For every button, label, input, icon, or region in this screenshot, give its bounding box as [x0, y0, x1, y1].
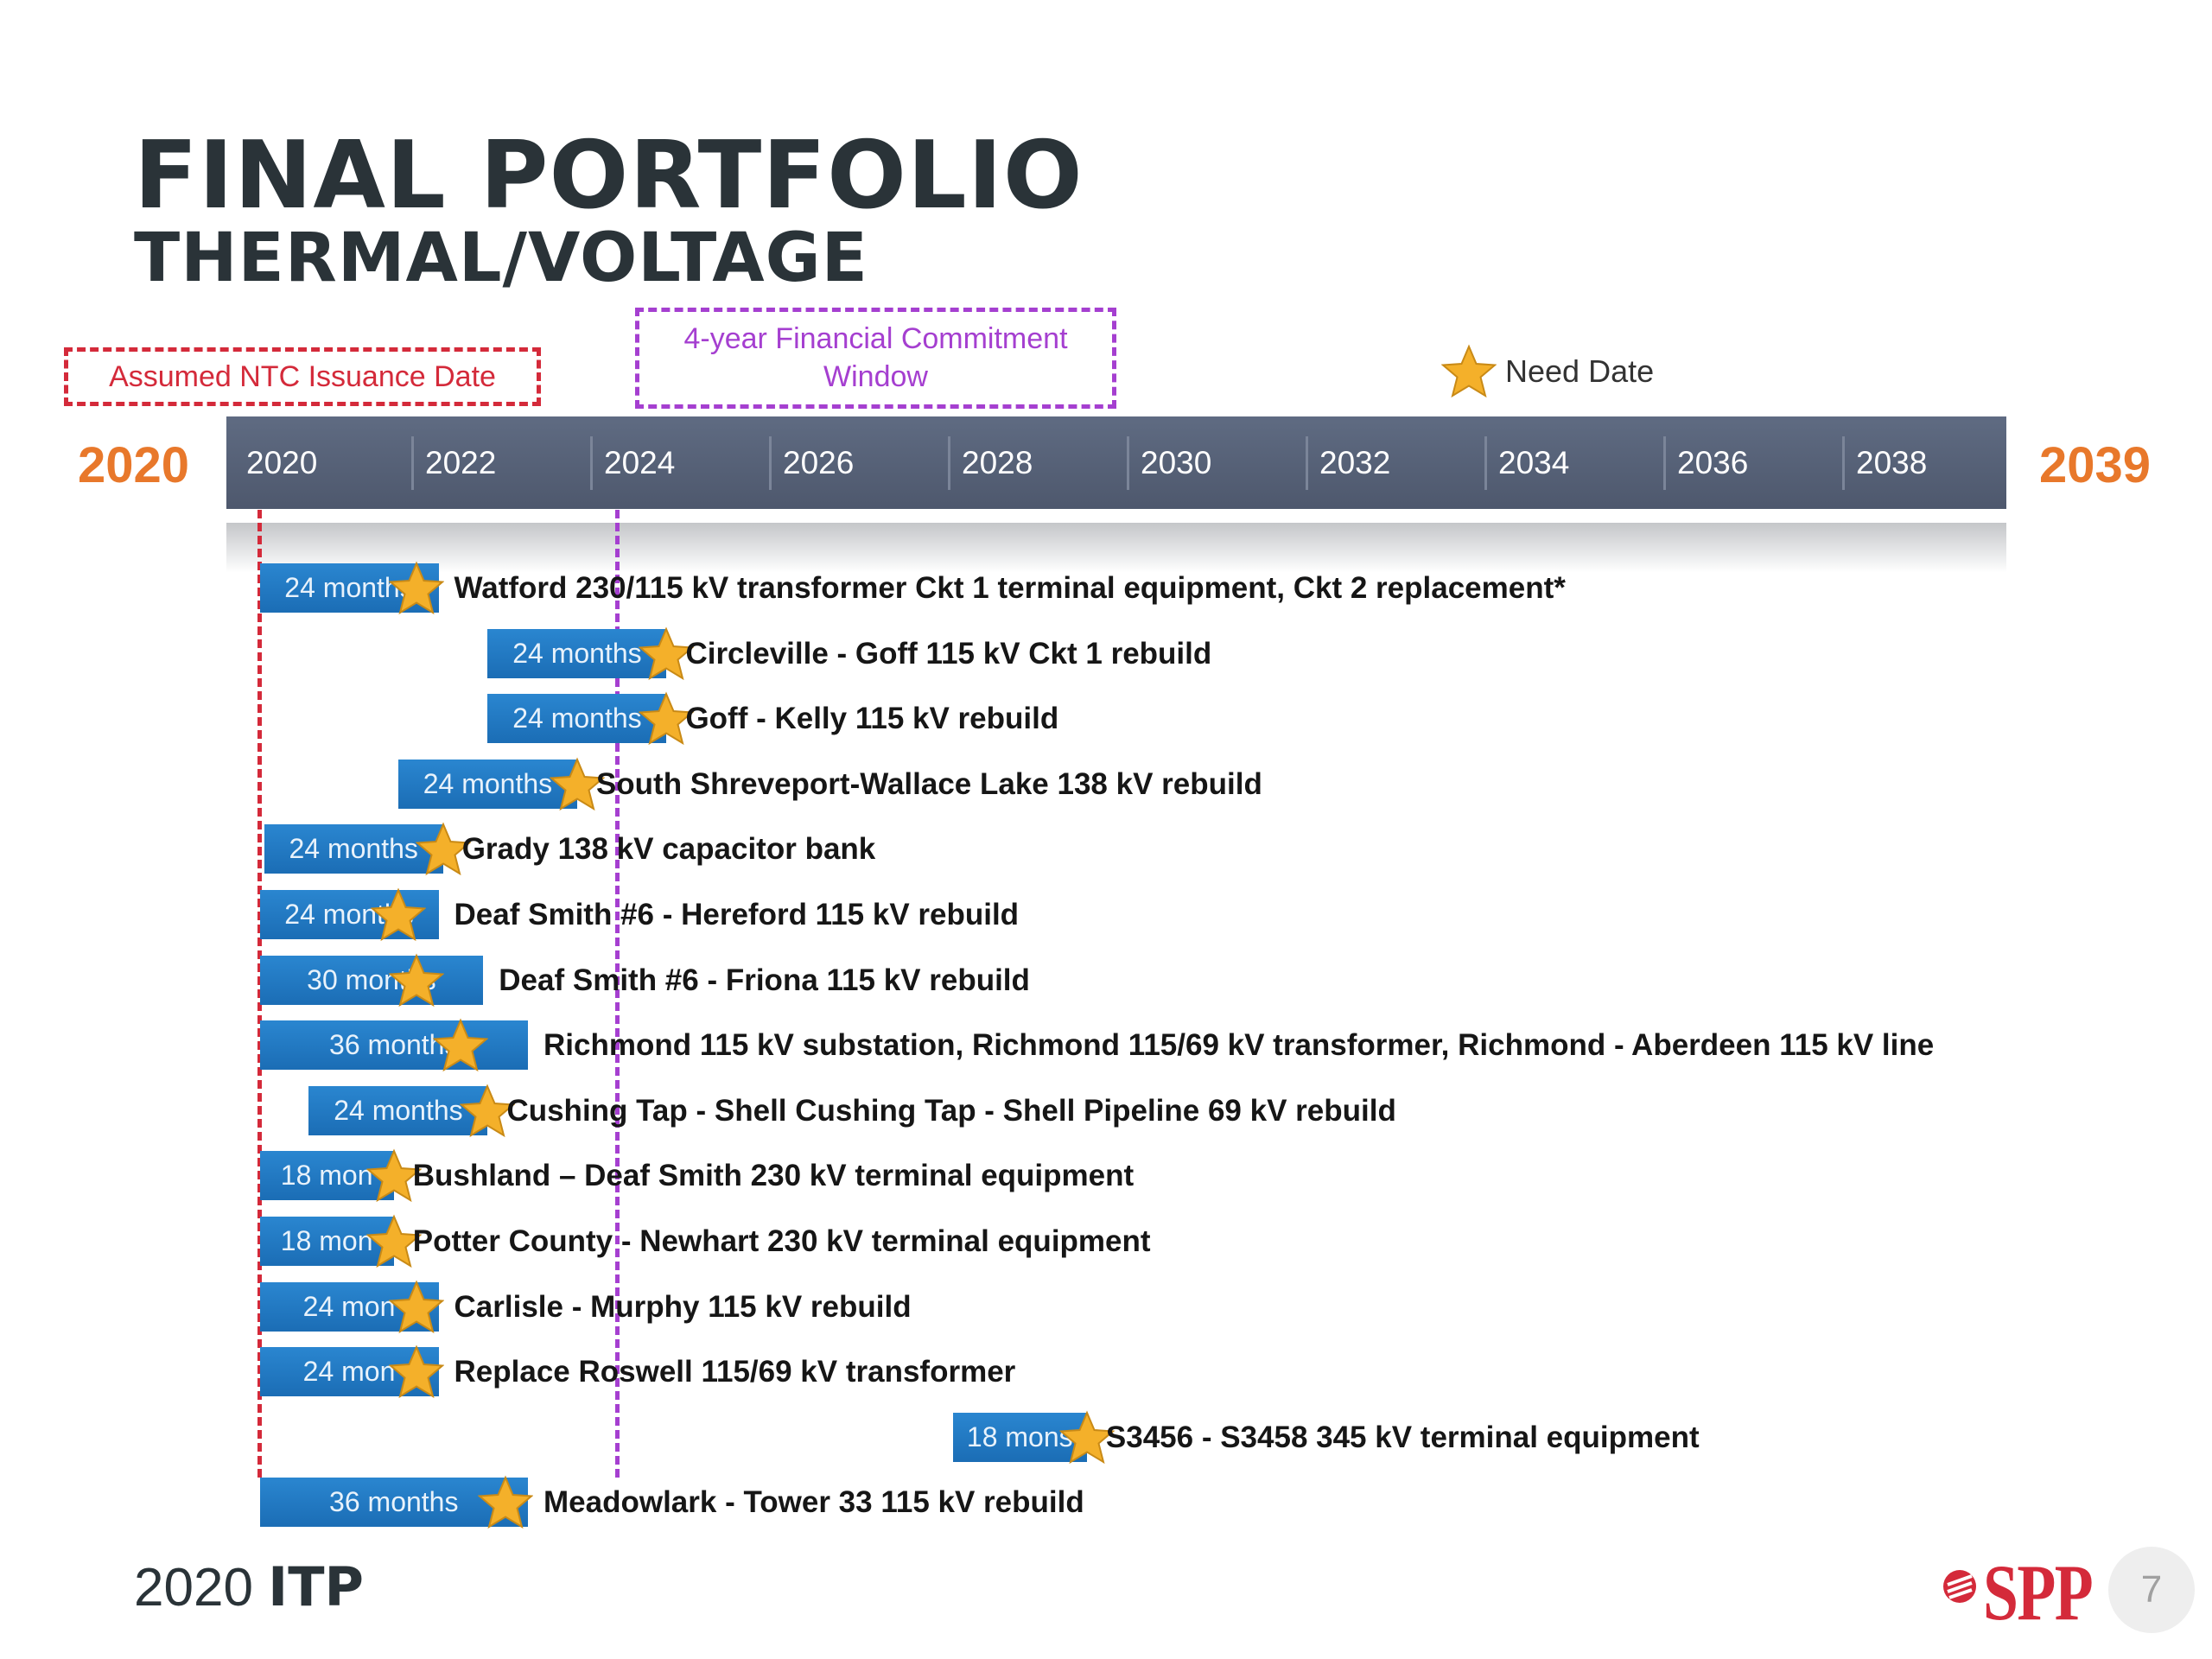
- duration-bar: 18 mon: [259, 1217, 394, 1266]
- need-date-star-icon: [459, 1084, 516, 1139]
- project-label: Replace Roswell 115/69 kV transformer: [454, 1355, 1016, 1389]
- duration-bar: 24 months: [264, 824, 443, 874]
- tick-label-2038: 2038: [1856, 445, 1928, 480]
- project-label: Deaf Smith #6 - Hereford 115 kV rebuild: [454, 898, 1020, 931]
- need-date-star-icon: [1058, 1410, 1116, 1465]
- tick-separator: [1663, 436, 1666, 490]
- need-date-label: Need Date: [1505, 353, 1655, 389]
- commitment-window-line: [614, 510, 620, 1478]
- need-date-star-icon: [549, 757, 606, 812]
- project-label: Goff - Kelly 115 kV rebuild: [685, 702, 1059, 736]
- tick-label-2020: 2020: [246, 445, 318, 480]
- need-date-star-icon: [477, 1475, 534, 1530]
- window-label-line1: 4-year Financial Commitment: [683, 322, 1068, 355]
- project-label: Grady 138 kV capacitor bank: [461, 832, 876, 867]
- need-date-star-icon: [388, 953, 445, 1008]
- tick-separator: [1484, 436, 1487, 490]
- duration-bar: 36 months: [259, 1020, 529, 1071]
- project-label: Deaf Smith #6 - Friona 115 kV rebuild: [499, 963, 1030, 997]
- star-icon: [1441, 344, 1497, 398]
- need-date-star-icon: [388, 1280, 445, 1335]
- tick-separator: [1842, 436, 1845, 490]
- project-label: Circleville - Goff 115 kV Ckt 1 rebuild: [685, 636, 1212, 671]
- project-label: Watford 230/115 kV transformer Ckt 1 ter…: [454, 571, 1566, 605]
- tick-separator: [590, 436, 593, 490]
- need-date-star-icon: [638, 626, 695, 682]
- tick-separator: [1306, 436, 1308, 490]
- tick-label-2026: 2026: [783, 445, 855, 480]
- duration-bar: 24 months: [308, 1085, 488, 1135]
- axis-end-year: 2039: [2039, 437, 2152, 493]
- duration-bar: 36 months: [259, 1478, 529, 1528]
- page-title: FINAL PORTFOLIO: [134, 122, 1084, 230]
- project-label: S3456 - S3458 345 kV terminal equipment: [1105, 1420, 1700, 1454]
- spp-logo-icon: [1943, 1570, 1976, 1603]
- need-date-star-icon: [415, 822, 472, 877]
- footer-year: 2020: [134, 1558, 269, 1618]
- tick-separator: [769, 436, 772, 490]
- duration-bar: 18 mon: [259, 1151, 394, 1201]
- project-label: South Shreveport-Wallace Lake 138 kV reb…: [595, 766, 1262, 801]
- project-label: Richmond 115 kV substation, Richmond 115…: [543, 1028, 1935, 1063]
- need-date-star-icon: [388, 1344, 445, 1400]
- tick-label-2036: 2036: [1677, 445, 1749, 480]
- axis-start-year: 2020: [78, 437, 190, 493]
- footer-itp-bold: ITP: [268, 1555, 364, 1618]
- need-date-star-icon: [370, 887, 427, 943]
- timeline-axis-band: [226, 416, 2006, 509]
- ntc-date-line: [257, 510, 262, 1478]
- project-label: Potter County - Newhart 230 kV terminal …: [412, 1224, 1151, 1258]
- project-label: Carlisle - Murphy 115 kV rebuild: [454, 1289, 912, 1324]
- spp-logo: SPP: [1940, 1547, 2120, 1638]
- footer-itp: 2020 ITP: [134, 1555, 364, 1618]
- tick-label-2022: 2022: [425, 445, 497, 480]
- tick-label-2028: 2028: [962, 445, 1033, 480]
- window-label-line2: Window: [823, 360, 928, 393]
- need-date-star-icon: [638, 691, 695, 747]
- need-date-star-icon: [432, 1018, 489, 1073]
- need-date-legend: Need Date: [1441, 344, 1654, 399]
- need-date-star-icon: [388, 561, 445, 616]
- project-label: Meadowlark - Tower 33 115 kV rebuild: [543, 1485, 1084, 1520]
- duration-bar: 24 months: [487, 694, 667, 744]
- tick-label-2034: 2034: [1498, 445, 1570, 480]
- ntc-legend-box: Assumed NTC Issuance Date: [64, 347, 541, 406]
- spp-logo-text: SPP: [1983, 1548, 2094, 1637]
- page-subtitle: THERMAL/VOLTAGE: [134, 219, 868, 297]
- tick-label-2032: 2032: [1319, 445, 1391, 480]
- duration-bar: 24 months: [487, 628, 667, 678]
- tick-separator: [1127, 436, 1129, 490]
- need-date-star-icon: [365, 1148, 423, 1204]
- project-label: Bushland – Deaf Smith 230 kV terminal eq…: [412, 1159, 1135, 1193]
- tick-label-2024: 2024: [604, 445, 676, 480]
- tick-label-2030: 2030: [1141, 445, 1212, 480]
- project-label: Cushing Tap - Shell Cushing Tap - Shell …: [506, 1093, 1396, 1128]
- duration-bar: 18 mons: [952, 1412, 1087, 1462]
- duration-bar: 30 months: [259, 955, 484, 1005]
- page-number: 7: [2108, 1547, 2195, 1633]
- axis-shadow: [226, 523, 2006, 573]
- tick-separator: [411, 436, 414, 490]
- need-date-star-icon: [365, 1214, 423, 1269]
- tick-separator: [948, 436, 950, 490]
- duration-bar: 24 months: [397, 759, 577, 809]
- commitment-window-legend-box: 4-year Financial Commitment Window: [635, 308, 1116, 409]
